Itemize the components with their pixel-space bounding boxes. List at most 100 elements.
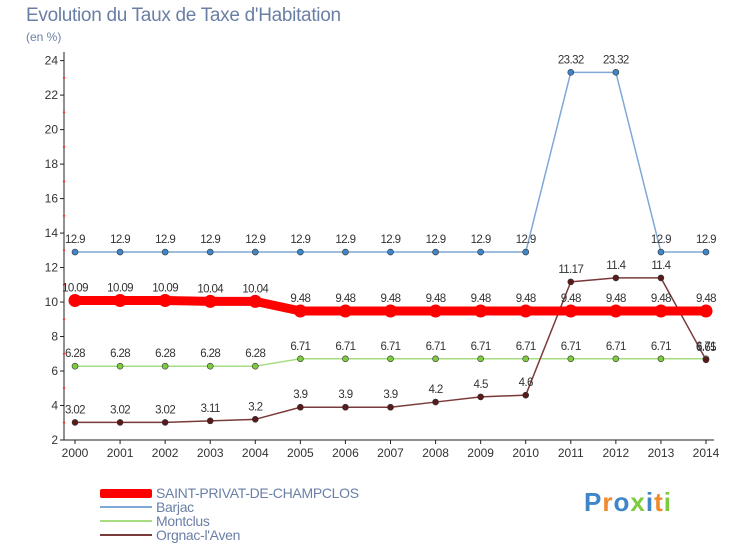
series-line-1 [74,71,707,253]
data-point [387,403,394,411]
chart-title: Evolution du Taux de Taxe d'Habitation [26,5,341,26]
x-tick-label: 2004 [242,446,269,460]
y-minor-tick [62,387,66,390]
data-label: 6.71 [516,341,536,353]
data-label: 6.28 [200,348,220,360]
data-label: 11.4 [651,260,671,272]
data-label: 9.48 [651,293,671,305]
data-point [116,362,124,370]
data-point [251,248,259,256]
y-tick-label: 4 [51,399,58,413]
data-point [387,248,394,256]
data-label: 3.9 [338,389,352,401]
y-tick-label: 20 [45,123,59,137]
data-point [71,362,79,370]
data-point [567,278,575,286]
data-label: 6.71 [471,341,491,353]
data-point [429,304,443,318]
data-point [338,304,352,318]
chart-legend: SAINT-PRIVAT-DE-CHAMPCLOS Barjac Montclu… [100,486,359,542]
data-point [297,248,304,256]
data-point [612,274,620,282]
x-tick-label: 2013 [648,446,675,460]
y-minor-tick [62,145,66,149]
data-point [68,293,82,307]
brand-letter: r [602,487,614,517]
x-tick-label: 2012 [603,446,630,460]
x-tick-label: 2000 [62,446,89,460]
data-label: 9.48 [471,293,491,305]
data-point [702,356,710,364]
data-point [612,355,620,363]
legend-item-barjac[interactable]: Barjac [100,500,359,514]
legend-label-saint-privat: SAINT-PRIVAT-DE-CHAMPCLOS [156,485,359,501]
x-tick-label: 2002 [152,446,179,460]
data-label: 3.02 [155,404,175,416]
data-label: 23.32 [558,54,584,66]
y-tick-label: 16 [45,192,59,206]
data-label: 12.9 [516,234,536,246]
data-point [657,274,665,282]
legend-swatch-orgnac [100,534,152,536]
data-point [564,304,578,318]
data-point [113,293,127,307]
x-tick-label: 2006 [332,446,359,460]
y-tick-label: 8 [51,330,58,344]
data-point [342,248,349,256]
data-label: 6.71 [651,341,671,353]
data-label: 11.4 [606,260,626,272]
data-label: 10.04 [197,283,224,295]
data-label: 3.11 [201,403,220,415]
data-point [567,355,575,363]
legend-swatch-saint-privat [100,488,152,498]
legend-item-saint-privat[interactable]: SAINT-PRIVAT-DE-CHAMPCLOS [100,486,359,500]
data-label: 12.9 [110,234,130,246]
data-label: 3.2 [248,401,262,413]
y-tick-label: 22 [45,88,59,102]
data-label: 9.48 [696,293,716,305]
legend-swatch-barjac [100,506,152,508]
data-point [342,355,349,363]
legend-label-orgnac: Orgnac-l'Aven [156,527,241,543]
chart-subtitle: (en %) [26,30,62,44]
data-label: 11.17 [558,264,583,276]
data-label: 6.28 [65,348,85,360]
legend-label-montclus: Montclus [156,513,210,529]
data-point [293,304,307,318]
data-label: 12.9 [651,234,671,246]
data-label: 12.9 [696,234,716,246]
data-label: 9.48 [426,293,446,305]
data-label: 4.5 [474,379,488,391]
data-label: 12.9 [290,234,310,246]
data-point [116,419,124,426]
x-tick-label: 2010 [512,446,539,460]
data-point [387,355,394,363]
data-point [116,248,124,256]
data-point [206,417,214,425]
x-tick-label: 2008 [422,446,449,460]
data-point [161,362,169,370]
x-tick-label: 2014 [693,446,720,460]
data-point [432,398,439,406]
data-label: 12.9 [65,234,85,246]
data-label: 6.28 [110,348,130,360]
brand-letter: i [663,487,672,517]
y-tick-label: 18 [45,157,59,171]
data-point [609,304,623,318]
data-label: 6.28 [245,348,265,360]
data-point [699,304,713,318]
data-label: 12.9 [471,234,491,246]
data-point [477,248,484,256]
legend-item-orgnac[interactable]: Orgnac-l'Aven [100,528,359,542]
y-minor-tick [62,111,66,114]
legend-item-montclus[interactable]: Montclus [100,514,359,528]
data-point [654,304,668,318]
y-minor-tick [62,318,66,321]
data-label: 6.28 [155,348,175,360]
data-label: 12.9 [245,234,265,246]
data-label: 10.04 [242,283,269,295]
brand-logo[interactable]: Proxiti [584,487,672,518]
data-label: 3.02 [110,404,130,416]
data-label: 12.9 [200,234,220,246]
